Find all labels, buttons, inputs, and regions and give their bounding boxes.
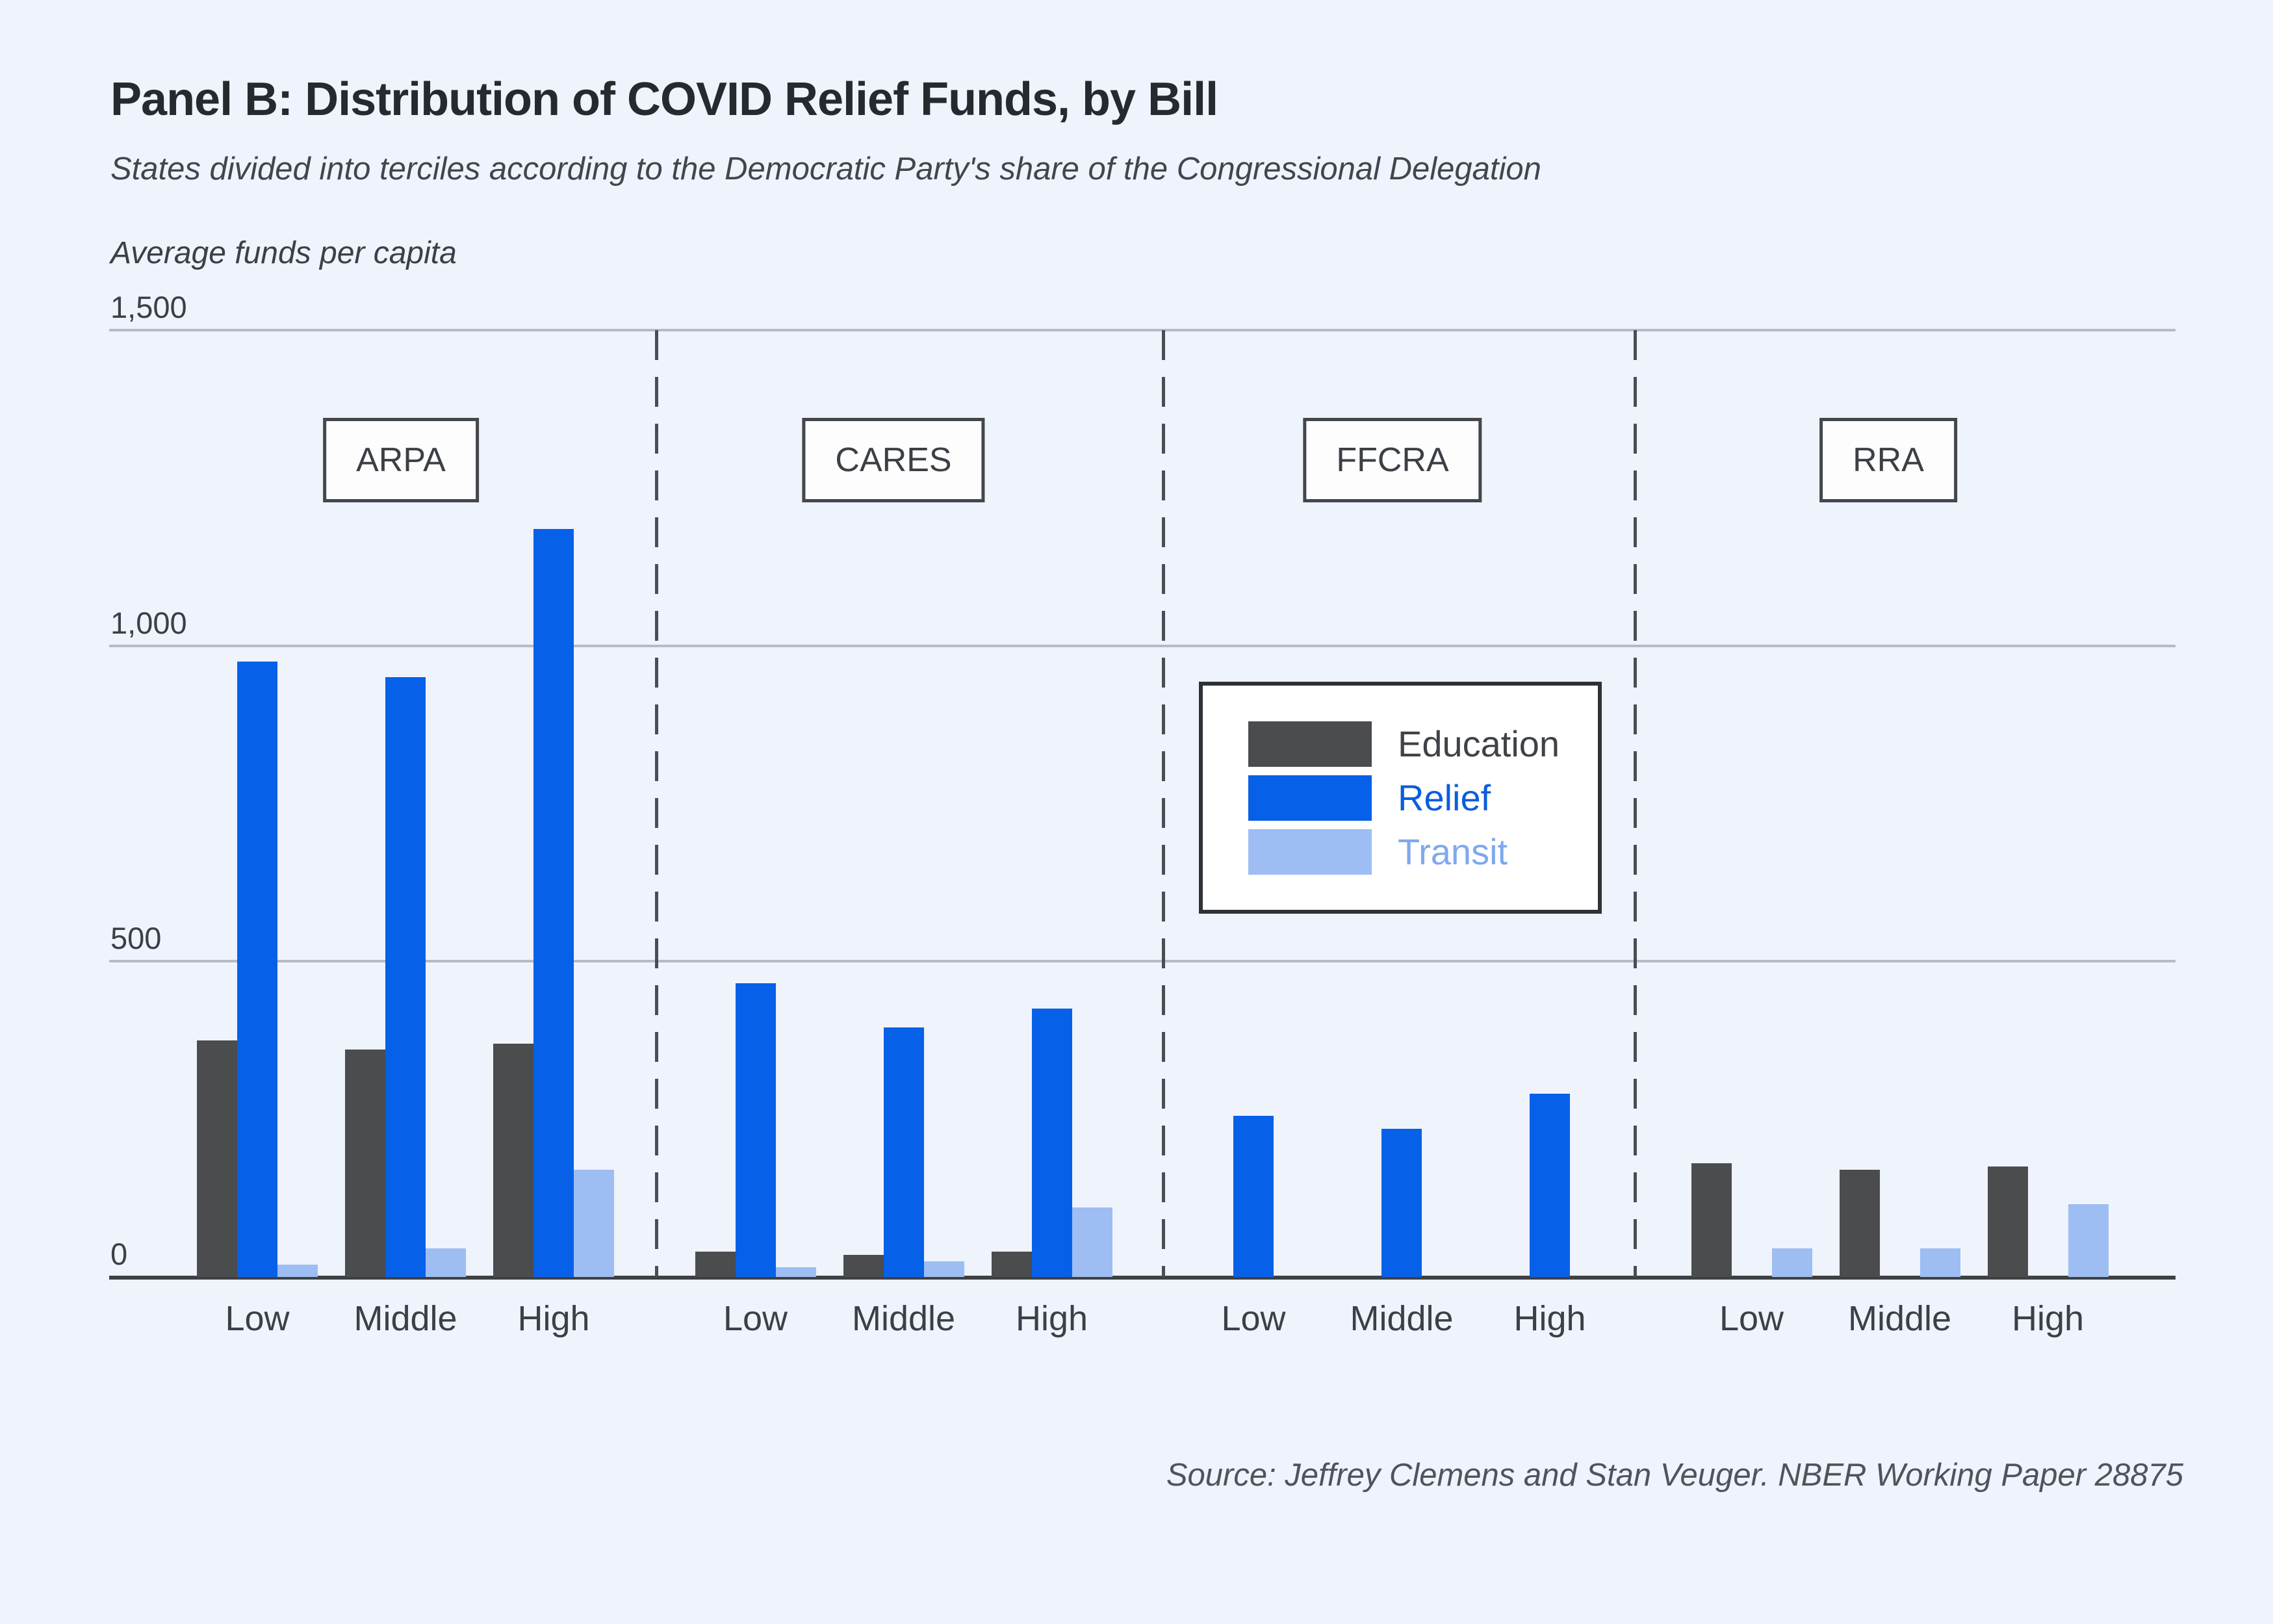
bar-relief-arpa-middle: [385, 677, 426, 1277]
bar-relief-cares-low: [735, 983, 776, 1277]
bar-education-cares-low: [695, 1252, 736, 1277]
bill-label-ffcra: FFCRA: [1303, 418, 1482, 502]
section-divider-2: [1162, 330, 1165, 1277]
bill-label-rra: RRA: [1819, 418, 1957, 502]
bar-transit-arpa-low: [277, 1264, 318, 1277]
x-label-arpa-high: High: [517, 1299, 590, 1338]
bar-education-cares-high: [991, 1252, 1032, 1277]
bar-transit-rra-middle: [1920, 1248, 1960, 1277]
legend: Education Relief Transit: [1199, 682, 1602, 914]
section-divider-3: [1634, 330, 1637, 1277]
x-axis-line: [109, 1276, 2176, 1280]
bar-relief-ffcra-middle: [1381, 1128, 1422, 1277]
bar-education-arpa-middle: [345, 1050, 385, 1277]
legend-label-relief: Relief: [1398, 777, 1491, 818]
education-swatch: [1248, 721, 1372, 767]
bar-relief-ffcra-low: [1233, 1116, 1274, 1277]
x-label-ffcra-low: Low: [1221, 1299, 1286, 1338]
bar-transit-rra-high: [2068, 1204, 2109, 1277]
x-label-cares-low: Low: [723, 1299, 788, 1338]
bar-education-rra-low: [1691, 1163, 1732, 1277]
transit-swatch: [1248, 829, 1372, 875]
bar-transit-arpa-middle: [426, 1248, 466, 1277]
y-tick-label-1500: 1,500: [110, 290, 187, 324]
source-note: Source: Jeffrey Clemens and Stan Veuger.…: [1166, 1458, 2183, 1493]
bar-education-arpa-low: [197, 1040, 237, 1277]
bar-transit-rra-low: [1771, 1248, 1812, 1277]
x-label-rra-middle: Middle: [1847, 1299, 1952, 1338]
bar-education-arpa-high: [493, 1043, 533, 1277]
bar-relief-cares-high: [1031, 1009, 1072, 1277]
gridline-1500: [109, 329, 2176, 331]
bar-transit-arpa-high: [574, 1169, 614, 1277]
bar-relief-ffcra-high: [1530, 1094, 1570, 1277]
legend-item-education: Education: [1248, 721, 1598, 767]
y-axis-title: Average funds per capita: [110, 236, 457, 270]
x-label-rra-high: High: [2011, 1299, 2085, 1338]
bar-relief-arpa-low: [237, 661, 277, 1277]
bill-label-cares: CARES: [802, 418, 985, 502]
legend-label-transit: Transit: [1398, 831, 1508, 872]
gridline-1000: [109, 644, 2176, 647]
bar-education-cares-middle: [843, 1255, 884, 1277]
bar-education-rra-high: [1987, 1166, 2028, 1277]
gridline-500: [109, 960, 2176, 963]
x-label-ffcra-middle: Middle: [1350, 1299, 1454, 1338]
page-title: Panel B: Distribution of COVID Relief Fu…: [110, 73, 1218, 125]
page-subtitle: States divided into terciles according t…: [110, 151, 1541, 187]
x-label-cares-high: High: [1015, 1299, 1088, 1338]
bar-relief-cares-middle: [883, 1027, 924, 1277]
x-label-arpa-low: Low: [225, 1299, 290, 1338]
bar-transit-cares-middle: [923, 1261, 964, 1277]
legend-item-relief: Relief: [1248, 775, 1598, 821]
bar-education-rra-middle: [1839, 1169, 1880, 1277]
relief-swatch: [1248, 775, 1372, 821]
bill-label-arpa: ARPA: [323, 418, 479, 502]
x-label-arpa-middle: Middle: [353, 1299, 457, 1338]
x-label-ffcra-high: High: [1513, 1299, 1586, 1338]
legend-item-transit: Transit: [1248, 829, 1598, 875]
y-tick-label-1000: 1,000: [110, 605, 187, 640]
section-divider-1: [655, 330, 658, 1277]
y-tick-label-500: 500: [110, 921, 162, 956]
x-label-rra-low: Low: [1719, 1299, 1784, 1338]
y-tick-label-0: 0: [110, 1237, 128, 1271]
legend-label-education: Education: [1398, 723, 1560, 764]
bar-transit-cares-high: [1072, 1207, 1112, 1277]
bar-relief-arpa-high: [533, 528, 574, 1277]
x-label-cares-middle: Middle: [851, 1299, 956, 1338]
bar-transit-cares-low: [775, 1267, 816, 1277]
